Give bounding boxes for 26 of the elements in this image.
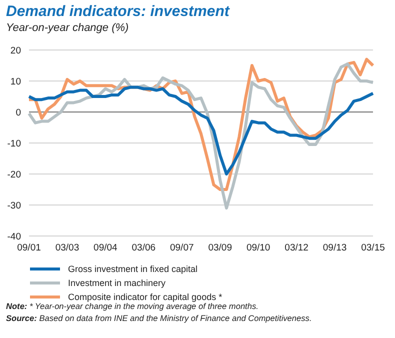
source-note: Source: Based on data from INE and the Ministry of Finance and Competitiveness.: [6, 312, 312, 324]
x-tick-label: 03/12: [284, 242, 308, 254]
y-tick-label: 10: [10, 76, 21, 88]
text: Note: * Year-on-year change in the moving average of three months.: [6, 301, 260, 312]
y-tick-label: -30: [7, 200, 21, 212]
x-tick-label: 09/07: [170, 242, 194, 254]
legend-label: Composite indicator for capital goods *: [68, 292, 222, 302]
x-tick-label: 03/06: [132, 242, 156, 254]
x-tick-label: 09/13: [322, 242, 347, 254]
line-series: [28, 62, 374, 210]
x-tick-label: 09/01: [17, 242, 41, 254]
x-tick-label: 09/10: [246, 242, 270, 254]
x-tick-label: 03/03: [55, 242, 80, 254]
y-tick-label: -20: [7, 169, 21, 180]
chart-title: Demand indicators: investment: [6, 3, 230, 20]
chart-subtitle: Year-on-year change (%): [6, 22, 129, 34]
y-tick-label: -40: [7, 231, 21, 242]
y-tick-label: 0: [16, 107, 21, 118]
x-tick-label: 09/04: [94, 242, 118, 254]
x-tick-label: 03/15: [361, 242, 385, 254]
legend-label: Investment in machinery: [68, 278, 166, 288]
y-tick-label: 20: [10, 45, 21, 56]
line-series: [28, 86, 374, 176]
legend-label: Gross investment in fixed capital: [68, 264, 198, 274]
x-tick-label: 03/09: [208, 242, 232, 254]
y-tick-label: -10: [7, 138, 21, 150]
